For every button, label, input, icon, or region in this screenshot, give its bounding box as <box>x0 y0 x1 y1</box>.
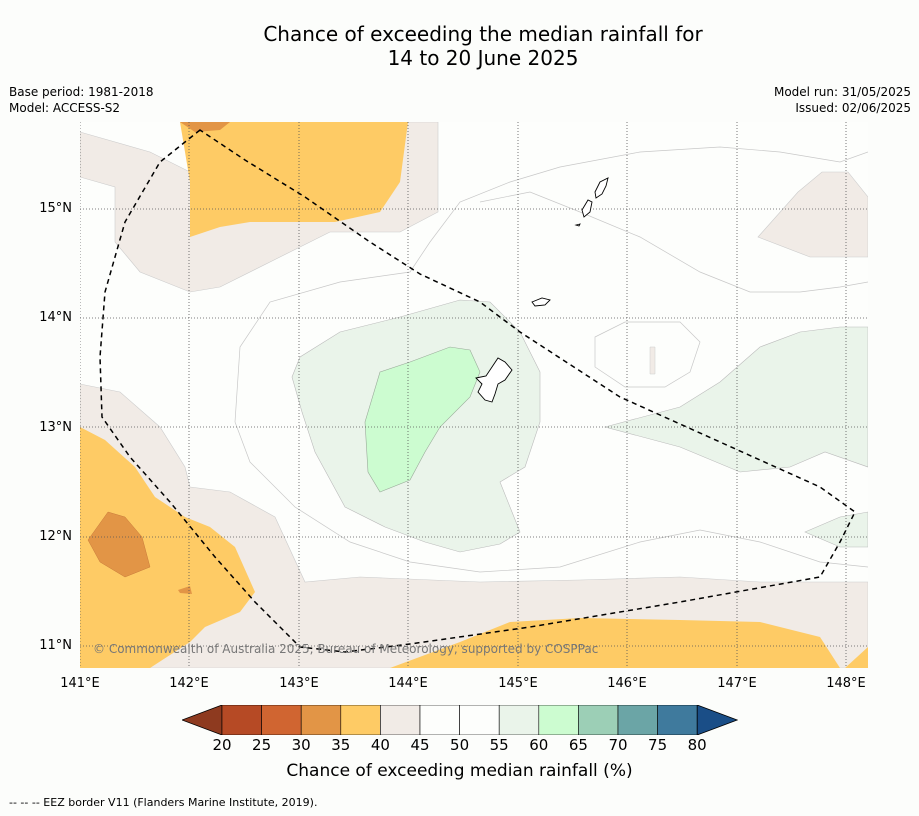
island-saipan <box>594 177 609 199</box>
eez-border <box>99 129 856 653</box>
chart-title: Chance of exceeding the median rainfall … <box>0 22 919 70</box>
colorbar-cell-55-60 <box>498 705 540 735</box>
colorbar-cell-20-25 <box>221 705 262 735</box>
meta-right: Model run: 31/05/2025 Issued: 02/06/2025 <box>774 84 911 116</box>
lat-label-14n: 14°N <box>39 310 72 325</box>
colorbar-tick-60: 60 <box>529 736 549 754</box>
model-name: Model: ACCESS-S2 <box>9 101 121 115</box>
region-55-60-east <box>603 326 868 473</box>
colorbar-tick-75: 75 <box>648 736 668 754</box>
colorbar-cell-25-30 <box>261 705 302 735</box>
colorbar-tick-45: 45 <box>410 736 430 754</box>
island-guam <box>475 357 513 403</box>
islands <box>475 177 609 403</box>
lon-label-144e: 144°E <box>388 676 428 691</box>
lat-label-12n: 12°N <box>39 529 72 544</box>
colorbar-cell-65-70 <box>578 705 619 735</box>
title-line-2: 14 to 20 June 2025 <box>387 46 579 70</box>
region-30-35-small <box>178 586 192 594</box>
eez-footnote: -- -- -- EEZ border V11 (Flanders Marine… <box>9 796 318 809</box>
contour-50-north <box>479 191 868 293</box>
colorbar-tick-30: 30 <box>291 736 311 754</box>
lon-label-148e: 148°E <box>826 676 866 691</box>
contour-50-mid <box>234 421 868 573</box>
colorbar-tick-55: 55 <box>489 736 509 754</box>
colorbar-tick-25: 25 <box>252 736 272 754</box>
model-run: Model run: 31/05/2025 <box>773 85 911 99</box>
contour-50-ring <box>594 321 701 388</box>
meta-left: Base period: 1981-2018 Model: ACCESS-S2 <box>9 84 154 116</box>
base-period: Base period: 1981-2018 <box>9 85 154 99</box>
map-canvas <box>80 122 868 668</box>
copyright-notice: © Commonwealth of Australia 2025, Bureau… <box>93 642 599 656</box>
lon-label-142e: 142°E <box>169 676 209 691</box>
region-40-45-northeast <box>757 171 868 258</box>
colorbar-cell-70-75 <box>617 705 658 735</box>
colorbar-extend-low <box>182 705 223 735</box>
contour-50-outer <box>234 146 868 423</box>
colorbar-tick-35: 35 <box>331 736 351 754</box>
region-35-40-southeast <box>845 647 868 668</box>
region-35-40-southwest <box>80 427 255 668</box>
lon-label-147e: 147°E <box>717 676 757 691</box>
colorbar-tick-65: 65 <box>568 736 588 754</box>
region-35-40-north <box>180 122 408 237</box>
colorbar-cell-30-35 <box>300 705 342 735</box>
colorbar-cells <box>182 705 738 735</box>
colorbar-label: Chance of exceeding median rainfall (%) <box>286 761 633 781</box>
colorbar-tick-70: 70 <box>608 736 628 754</box>
rainfall-map <box>80 122 868 668</box>
colorbar-tick-20: 20 <box>212 736 232 754</box>
island-tinian <box>581 199 593 218</box>
lon-label-145e: 145°E <box>498 676 538 691</box>
lat-label-13n: 13°N <box>39 420 72 435</box>
grid-lines <box>80 122 868 668</box>
colorbar-cell-35-40 <box>340 705 381 735</box>
lon-label-141e: 141°E <box>60 676 100 691</box>
island-aguijan <box>574 223 581 227</box>
title-line-1: Chance of exceeding the median rainfall … <box>263 22 703 46</box>
colorbar-cell-40-45 <box>380 705 421 735</box>
colorbar-tick-40: 40 <box>370 736 390 754</box>
colorbar-tick-80: 80 <box>687 736 707 754</box>
region-30-35-southwest <box>87 511 151 578</box>
lon-label-146e: 146°E <box>607 676 647 691</box>
colorbar-cell-75-80 <box>657 705 698 735</box>
colorbar <box>182 705 738 735</box>
region-35-40-south <box>390 618 840 668</box>
region-40-45-spot <box>649 346 656 375</box>
colorbar-tick-50: 50 <box>450 736 470 754</box>
colorbar-extend-high <box>696 705 738 735</box>
region-55-60-southeast <box>804 511 868 548</box>
region-30-35-north <box>180 122 230 132</box>
issued-date: Issued: 02/06/2025 <box>795 101 911 115</box>
lat-label-11n: 11°N <box>39 638 72 653</box>
island-rota <box>531 297 551 307</box>
lon-label-143e: 143°E <box>279 676 319 691</box>
lat-label-15n: 15°N <box>39 201 72 216</box>
colorbar-cell-60-65 <box>538 705 579 735</box>
colorbar-cell-50-55 <box>459 705 500 735</box>
colorbar-cell-45-50 <box>419 705 460 735</box>
region-40-45-southwest <box>80 383 868 668</box>
